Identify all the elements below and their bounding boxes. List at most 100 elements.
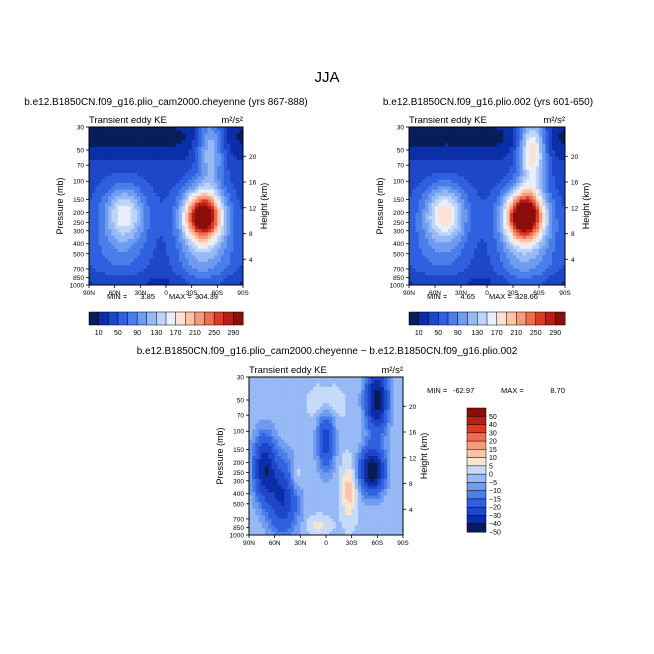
field-cell <box>101 258 106 263</box>
field-cell <box>532 219 537 223</box>
field-cell <box>548 176 553 181</box>
field-cell <box>162 182 167 187</box>
field-cell <box>226 258 231 263</box>
field-cell <box>226 140 231 144</box>
field-cell <box>425 278 429 283</box>
field-cell <box>454 206 459 210</box>
field-cell <box>509 140 514 144</box>
field-cell <box>461 186 465 190</box>
field-cell <box>454 271 459 276</box>
field-cell <box>140 192 144 197</box>
field-cell <box>552 222 556 227</box>
field-cell <box>146 199 151 204</box>
field-cell <box>418 173 423 177</box>
field-cell <box>214 133 218 138</box>
field-cell <box>149 275 154 279</box>
field-cell <box>124 159 128 164</box>
field-cell <box>130 232 135 236</box>
field-cell <box>117 196 122 200</box>
field-cell <box>182 238 186 243</box>
field-cell <box>418 281 423 286</box>
field-cell <box>493 186 498 190</box>
field-cell <box>210 146 215 151</box>
field-cell <box>412 166 416 171</box>
y2-tick-label: 8 <box>249 231 253 238</box>
field-cell <box>526 232 530 236</box>
field-cell <box>124 186 128 190</box>
field-cell <box>526 215 530 220</box>
field-cell <box>188 268 193 273</box>
field-cell <box>561 153 566 157</box>
field-cell <box>454 166 459 171</box>
field-cell <box>207 186 212 190</box>
field-cell <box>214 189 218 194</box>
field-cell <box>258 449 263 454</box>
field-cell <box>175 206 180 210</box>
field-cell <box>191 248 196 253</box>
colorbar-label: 50 <box>434 330 442 337</box>
field-cell <box>182 140 186 144</box>
field-cell <box>555 212 559 217</box>
field-cell <box>516 255 520 260</box>
field-cell <box>114 136 119 141</box>
field-cell <box>101 212 106 217</box>
field-cell <box>477 176 481 181</box>
field-cell <box>101 166 106 171</box>
field-cell <box>509 143 514 148</box>
field-cell <box>409 156 413 161</box>
field-cell <box>415 159 420 164</box>
field-cell <box>210 182 215 187</box>
field-cell <box>503 159 507 164</box>
field-cell <box>114 182 119 187</box>
field-cell <box>226 186 231 190</box>
field-cell <box>542 133 546 138</box>
field-cell <box>166 212 170 217</box>
field-cell <box>239 261 244 266</box>
field-cell <box>448 238 452 243</box>
field-cell <box>487 173 491 177</box>
field-cell <box>98 196 103 200</box>
field-cell <box>428 133 433 138</box>
field-cell <box>516 222 520 227</box>
field-cell <box>490 229 494 233</box>
field-cell <box>425 127 429 131</box>
field-cell <box>156 235 160 240</box>
field-cell <box>464 229 468 233</box>
field-cell <box>162 265 167 269</box>
field-cell <box>130 219 135 223</box>
field-cell <box>539 278 543 283</box>
field-cell <box>162 261 167 266</box>
field-cell <box>178 133 183 138</box>
field-cell <box>172 275 176 279</box>
field-cell <box>98 229 103 233</box>
field-cell <box>542 275 546 279</box>
field-cell <box>201 232 205 236</box>
field-cell <box>428 281 433 286</box>
field-cell <box>448 265 452 269</box>
field-cell <box>513 192 517 197</box>
field-cell <box>121 242 125 246</box>
field-cell <box>233 163 237 167</box>
field-cell <box>143 189 148 194</box>
field-cell <box>111 229 116 233</box>
field-cell <box>172 278 176 283</box>
field-cell <box>98 163 103 167</box>
field-cell <box>166 248 170 253</box>
field-cell <box>214 176 218 181</box>
field-cell <box>159 133 164 138</box>
field-cell <box>409 179 413 184</box>
field-cell <box>415 212 420 217</box>
field-cell <box>92 202 96 207</box>
field-cell <box>431 150 436 154</box>
field-cell <box>236 189 241 194</box>
field-cell <box>153 222 157 227</box>
field-cell <box>95 252 99 256</box>
field-cell <box>509 136 514 141</box>
field-cell <box>558 232 563 236</box>
field-cell <box>464 261 468 266</box>
field-cell <box>178 140 183 144</box>
field-cell <box>548 133 553 138</box>
field-cell <box>509 156 514 161</box>
field-cell <box>509 235 514 240</box>
field-cell <box>532 133 537 138</box>
